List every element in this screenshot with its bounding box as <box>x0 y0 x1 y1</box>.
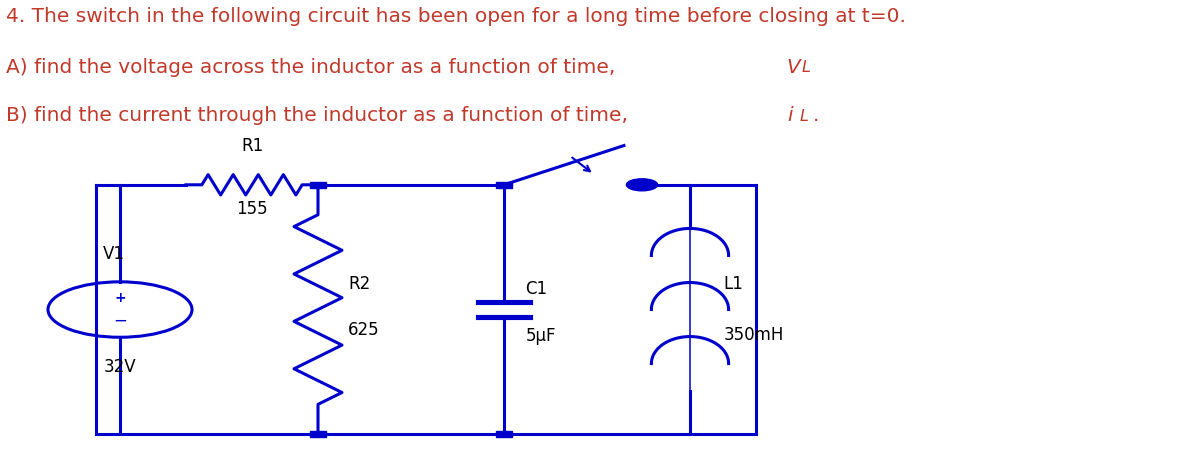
Bar <box>497 432 512 437</box>
Text: R1: R1 <box>241 137 263 155</box>
Circle shape <box>626 179 658 191</box>
Text: 350mH: 350mH <box>724 326 784 344</box>
Text: V: V <box>786 58 799 77</box>
Text: 5μF: 5μF <box>526 328 556 345</box>
Text: R2: R2 <box>348 275 371 293</box>
Text: L: L <box>802 60 810 75</box>
Text: .: . <box>812 106 818 125</box>
Text: 4. The switch in the following circuit has been open for a long time before clos: 4. The switch in the following circuit h… <box>6 7 906 26</box>
Text: A) find the voltage across the inductor as a function of time,: A) find the voltage across the inductor … <box>6 58 622 77</box>
Text: i: i <box>787 106 793 125</box>
Text: +: + <box>114 292 126 305</box>
Text: 625: 625 <box>348 322 379 339</box>
Text: B) find the current through the inductor as a function of time,: B) find the current through the inductor… <box>6 106 635 125</box>
Text: −: − <box>113 312 127 329</box>
Bar <box>310 182 326 188</box>
Text: C1: C1 <box>526 280 547 298</box>
Bar <box>497 182 512 188</box>
Bar <box>310 432 326 437</box>
Text: 155: 155 <box>236 200 268 218</box>
Text: L: L <box>799 109 808 124</box>
Text: 32V: 32V <box>103 358 137 376</box>
Text: L1: L1 <box>724 275 744 293</box>
Text: V1: V1 <box>103 245 125 263</box>
